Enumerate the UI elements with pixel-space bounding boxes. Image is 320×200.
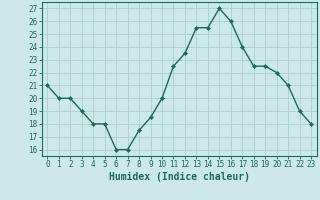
- X-axis label: Humidex (Indice chaleur): Humidex (Indice chaleur): [109, 172, 250, 182]
